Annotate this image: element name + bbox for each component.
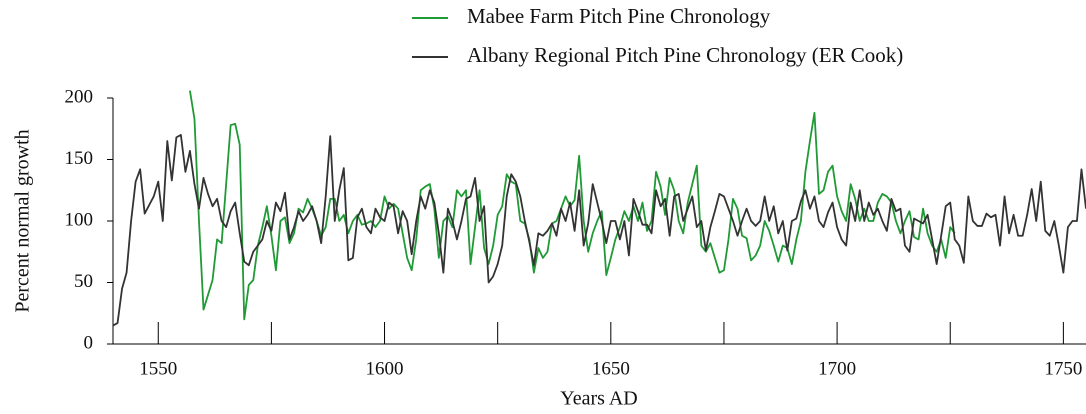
y-axis-title: Percent normal growth xyxy=(12,129,34,312)
x-tick-label: 1750 xyxy=(1044,358,1082,379)
x-tick-label: 1600 xyxy=(366,358,404,379)
x-tick-label: 1650 xyxy=(592,358,630,379)
series-line xyxy=(112,134,1086,327)
legend-label: Albany Regional Pitch Pine Chronology (E… xyxy=(467,43,903,67)
y-tick-label: 200 xyxy=(65,86,94,107)
legend-label: Mabee Farm Pitch Pine Chronology xyxy=(467,4,771,28)
y-tick-label: 150 xyxy=(65,148,94,169)
x-tick-label: 1700 xyxy=(818,358,856,379)
x-axis-title: Years AD xyxy=(560,388,637,410)
x-tick-label: 1550 xyxy=(139,358,177,379)
y-tick-label: 0 xyxy=(84,332,94,353)
y-tick-label: 50 xyxy=(74,271,93,292)
series-line xyxy=(189,90,956,321)
y-tick-label: 100 xyxy=(65,209,94,230)
